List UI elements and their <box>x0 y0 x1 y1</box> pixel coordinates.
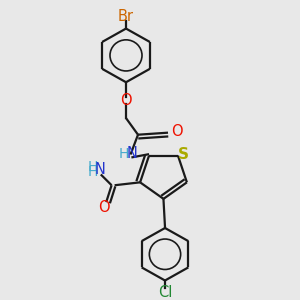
Text: S: S <box>178 147 189 162</box>
Text: H: H <box>88 165 98 179</box>
Text: O: O <box>98 200 110 215</box>
Text: N: N <box>127 146 137 161</box>
Text: N: N <box>94 162 105 177</box>
Text: H: H <box>88 160 98 174</box>
Text: O: O <box>120 93 132 108</box>
Text: Br: Br <box>118 9 134 24</box>
Text: Cl: Cl <box>158 285 172 300</box>
Text: O: O <box>172 124 183 139</box>
Text: H: H <box>119 147 129 161</box>
